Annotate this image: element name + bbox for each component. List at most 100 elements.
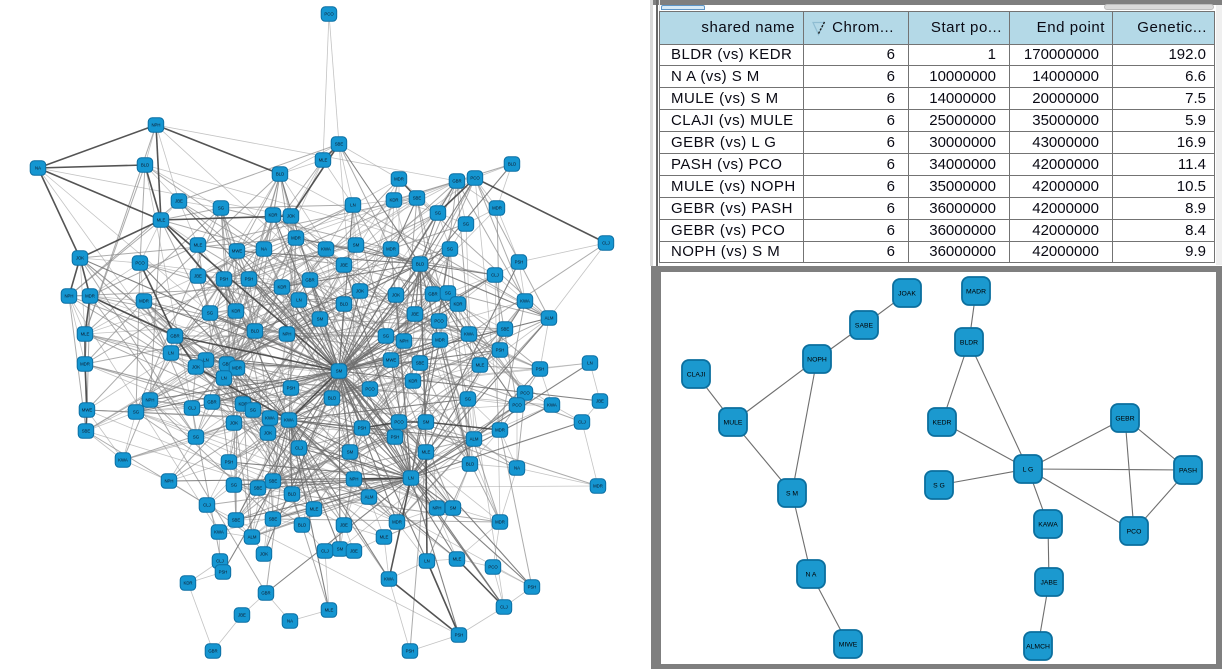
svg-text:BLD: BLD (288, 492, 296, 497)
svg-text:PCO: PCO (135, 261, 145, 266)
svg-text:KDR: KDR (231, 309, 240, 314)
svg-text:CLJ: CLJ (216, 559, 224, 564)
svg-text:PCO: PCO (394, 420, 404, 425)
svg-text:MLE: MLE (453, 557, 462, 562)
svg-text:GBR: GBR (222, 362, 231, 367)
svg-text:KWA: KWA (284, 418, 294, 423)
svg-text:PSH: PSH (515, 260, 524, 265)
svg-text:JOK: JOK (392, 293, 400, 298)
svg-text:BLD: BLD (416, 262, 424, 267)
svg-text:JBE: JBE (596, 399, 604, 404)
svg-text:BLD: BLD (251, 329, 259, 334)
svg-text:BLDR: BLDR (960, 339, 978, 346)
svg-text:SBE: SBE (269, 517, 278, 522)
svg-text:MLE: MLE (422, 450, 431, 455)
svg-text:MLE: MLE (325, 608, 334, 613)
svg-text:KWA: KWA (547, 403, 557, 408)
svg-text:SG: SG (463, 222, 470, 227)
svg-text:ALM: ALM (248, 535, 257, 540)
svg-text:CLJ: CLJ (203, 503, 211, 508)
svg-text:ALM: ALM (545, 316, 554, 321)
svg-text:SG: SG (133, 410, 140, 415)
svg-text:KWA: KWA (321, 247, 331, 252)
svg-text:SBE: SBE (232, 518, 241, 523)
svg-text:MLE: MLE (310, 507, 319, 512)
svg-text:MIWE: MIWE (839, 641, 858, 648)
svg-text:NPH: NPH (151, 123, 160, 128)
svg-text:GEBR: GEBR (1115, 415, 1134, 422)
svg-text:MDR: MDR (386, 247, 396, 252)
svg-text:PSH: PSH (391, 435, 400, 440)
svg-text:SG: SG (447, 247, 454, 252)
svg-text:SG: SG (445, 291, 452, 296)
svg-text:PASH: PASH (1179, 467, 1197, 474)
svg-text:NPH: NPH (64, 294, 73, 299)
svg-text:KWA: KWA (118, 458, 128, 463)
svg-text:MLE: MLE (319, 158, 328, 163)
svg-text:NOPH: NOPH (807, 356, 827, 363)
svg-text:MDR: MDR (593, 484, 603, 489)
svg-text:SM: SM (423, 420, 430, 425)
svg-text:GBR: GBR (170, 334, 179, 339)
svg-text:NA: NA (35, 166, 41, 171)
svg-text:LN: LN (587, 361, 593, 366)
svg-text:ALM: ALM (365, 495, 374, 500)
svg-text:SG: SG (250, 408, 257, 413)
svg-text:MDR: MDR (492, 206, 502, 211)
svg-text:MDR: MDR (80, 362, 90, 367)
svg-text:GBR: GBR (452, 179, 461, 184)
svg-text:CLJ: CLJ (188, 406, 196, 411)
svg-text:MWE: MWE (82, 408, 93, 413)
svg-text:KDR: KDR (183, 581, 192, 586)
svg-text:LN: LN (221, 376, 227, 381)
svg-text:MLE: MLE (476, 363, 485, 368)
svg-text:NA: NA (261, 247, 267, 252)
svg-text:CLJ: CLJ (578, 420, 586, 425)
svg-text:MWE: MWE (386, 358, 397, 363)
svg-text:SG: SG (218, 206, 225, 211)
svg-text:GBR: GBR (261, 591, 270, 596)
svg-text:SG: SG (435, 211, 442, 216)
svg-text:PCO: PCO (434, 319, 444, 324)
svg-text:JOK: JOK (230, 421, 238, 426)
svg-text:PSH: PSH (287, 386, 296, 391)
svg-text:PCO: PCO (520, 391, 530, 396)
svg-text:MLE: MLE (380, 535, 389, 540)
svg-text:KDR: KDR (408, 379, 417, 384)
svg-text:SM: SM (336, 369, 343, 374)
svg-text:PSH: PSH (220, 277, 229, 282)
svg-text:GBR: GBR (305, 278, 314, 283)
svg-text:KDR: KDR (268, 213, 277, 218)
svg-text:MDR: MDR (232, 366, 242, 371)
svg-text:JBE: JBE (175, 199, 183, 204)
svg-text:CLJ: CLJ (295, 446, 303, 451)
svg-text:PSH: PSH (225, 460, 234, 465)
svg-text:PSH: PSH (245, 277, 254, 282)
svg-text:PSH: PSH (358, 426, 367, 431)
svg-text:PCO: PCO (365, 387, 375, 392)
svg-text:PSH: PSH (406, 649, 415, 654)
svg-text:JABE: JABE (1041, 579, 1058, 586)
svg-text:BLD: BLD (141, 163, 149, 168)
svg-text:PSH: PSH (496, 348, 505, 353)
svg-text:LN: LN (350, 203, 356, 208)
svg-text:SG: SG (383, 334, 390, 339)
svg-text:JOK: JOK (356, 289, 364, 294)
svg-text:KDR: KDR (389, 198, 398, 203)
svg-text:BLD: BLD (328, 396, 336, 401)
svg-text:N A: N A (806, 571, 817, 578)
svg-text:JBE: JBE (238, 613, 246, 618)
svg-text:GBR: GBR (428, 292, 437, 297)
svg-text:SG: SG (207, 311, 214, 316)
svg-text:BLD: BLD (508, 162, 516, 167)
svg-text:S G: S G (933, 482, 945, 489)
svg-text:BLD: BLD (340, 302, 348, 307)
svg-text:BLD: BLD (298, 523, 306, 528)
svg-text:JOK: JOK (192, 365, 200, 370)
svg-text:NPH: NPH (349, 477, 358, 482)
svg-text:JOK: JOK (76, 256, 84, 261)
svg-text:MDR: MDR (495, 428, 505, 433)
svg-text:SBE: SBE (413, 196, 422, 201)
svg-text:JOK: JOK (260, 552, 268, 557)
svg-text:MULE: MULE (724, 419, 743, 426)
